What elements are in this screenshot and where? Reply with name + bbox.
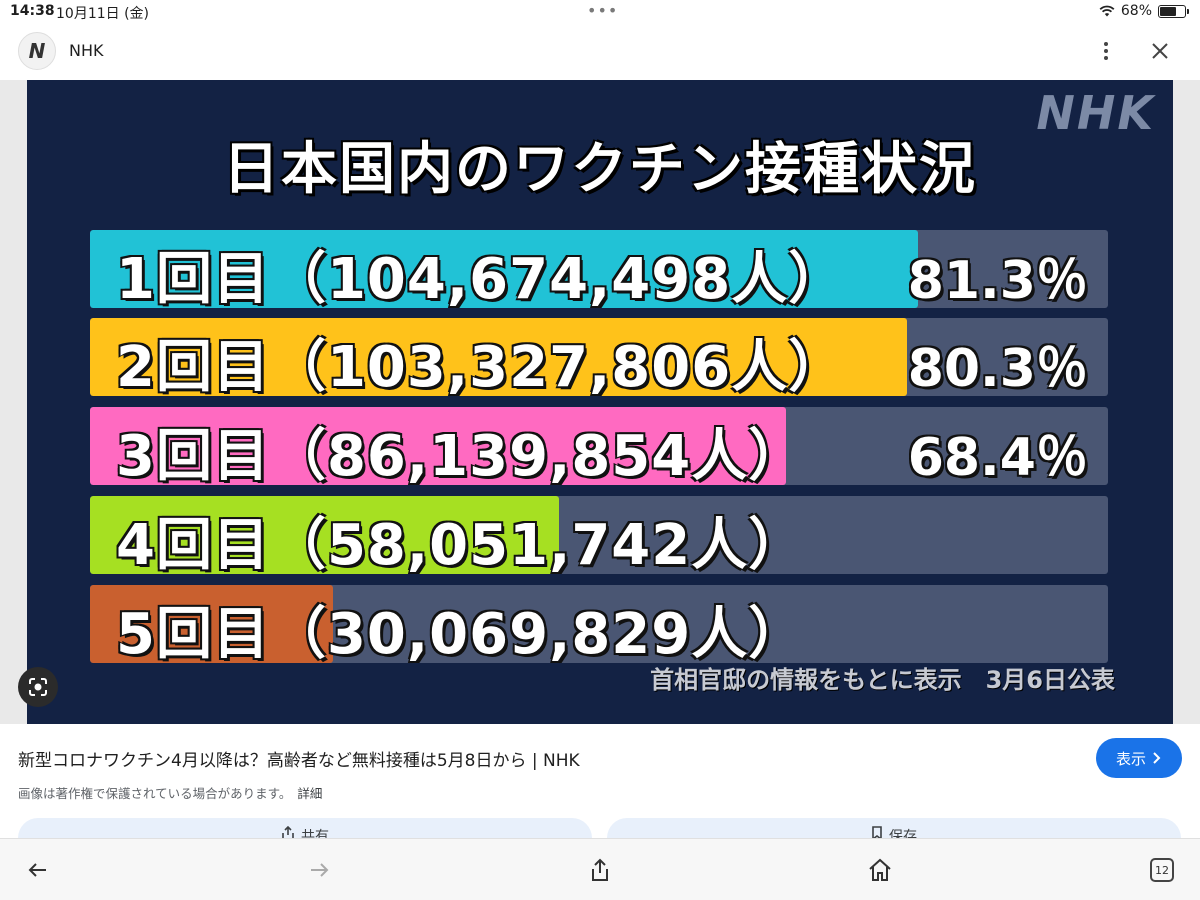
image-backdrop-right xyxy=(1173,80,1200,724)
dose-fill xyxy=(90,318,908,396)
copyright-text: 画像は著作権で保護されている場合があります。 xyxy=(18,786,292,801)
image-title: 日本国内のワクチン接種状況 xyxy=(223,137,977,202)
view-button-label: 表示 xyxy=(1115,749,1146,768)
forward-arrow-icon[interactable] xyxy=(306,857,332,883)
dose-percent: 81.3％ xyxy=(907,251,1088,308)
status-date: 10月11日 (金) xyxy=(56,6,150,22)
dose-percent: 80.3％ xyxy=(907,339,1088,396)
status-time: 14:38 xyxy=(10,3,55,19)
bookmark-icon xyxy=(872,826,882,840)
lens-icon xyxy=(29,678,47,696)
dose-label: 1回目（104,674,498人） xyxy=(116,247,846,308)
dose-fill xyxy=(90,496,560,574)
source-note: 首相官邸の情報をもとに表示 3月6日公表 xyxy=(650,666,1115,694)
dose-row-4: 4回目（58,051,742人） xyxy=(90,496,1108,574)
viewer-header: N NHK xyxy=(0,26,1200,76)
site-logo-icon[interactable]: N xyxy=(18,32,56,70)
dose-fill xyxy=(90,407,787,485)
tab-count-button[interactable]: 12 xyxy=(1150,858,1174,882)
browser-toolbar: 12 xyxy=(0,838,1200,900)
dose-row-3: 3回目（86,139,854人） 68.4％ xyxy=(90,407,1108,485)
close-icon[interactable] xyxy=(1148,39,1172,63)
dose-label: 3回目（86,139,854人） xyxy=(116,424,806,485)
dose-fill xyxy=(90,230,918,308)
status-right: 68% xyxy=(1099,3,1189,19)
detail-link[interactable]: 詳細 xyxy=(297,786,323,801)
battery-percent: 68% xyxy=(1120,3,1152,19)
chevron-right-icon xyxy=(1153,752,1161,764)
share-icon[interactable] xyxy=(587,857,613,883)
wifi-icon xyxy=(1099,5,1115,17)
back-arrow-icon[interactable] xyxy=(25,857,51,883)
dose-fill xyxy=(90,585,334,663)
dose-label: 4回目（58,051,742人） xyxy=(116,513,806,574)
status-bar: 14:38 10月11日 (金) ••• 68% xyxy=(0,0,1200,24)
view-button[interactable]: 表示 xyxy=(1096,738,1182,778)
dose-label: 2回目（103,327,806人） xyxy=(116,335,846,396)
dose-row-5: 5回目（30,069,829人） xyxy=(90,585,1108,663)
site-name[interactable]: NHK xyxy=(69,41,104,60)
result-image[interactable]: NHK 日本国内のワクチン接種状況 1回目（104,674,498人） 81.3… xyxy=(27,80,1173,724)
battery-icon xyxy=(1158,4,1189,18)
dose-row-1: 1回目（104,674,498人） 81.3％ xyxy=(90,230,1108,308)
lens-search-button[interactable] xyxy=(18,667,58,707)
result-title[interactable]: 新型コロナワクチン4月以降は？高齢者など無料接種は5月8日から | NHK xyxy=(18,751,580,771)
multitasking-dots-icon[interactable]: ••• xyxy=(587,1,619,20)
copyright-note: 画像は著作権で保護されている場合があります。 詳細 xyxy=(18,783,322,802)
dose-row-2: 2回目（103,327,806人） 80.3％ xyxy=(90,318,1108,396)
nhk-watermark: NHK xyxy=(1036,86,1155,140)
more-options-icon[interactable] xyxy=(1096,39,1116,63)
image-backdrop-left xyxy=(0,80,27,724)
dose-percent: 68.4％ xyxy=(907,428,1088,485)
battery-fill xyxy=(1160,6,1176,16)
home-icon[interactable] xyxy=(867,857,893,883)
dose-label: 5回目（30,069,829人） xyxy=(116,602,806,663)
